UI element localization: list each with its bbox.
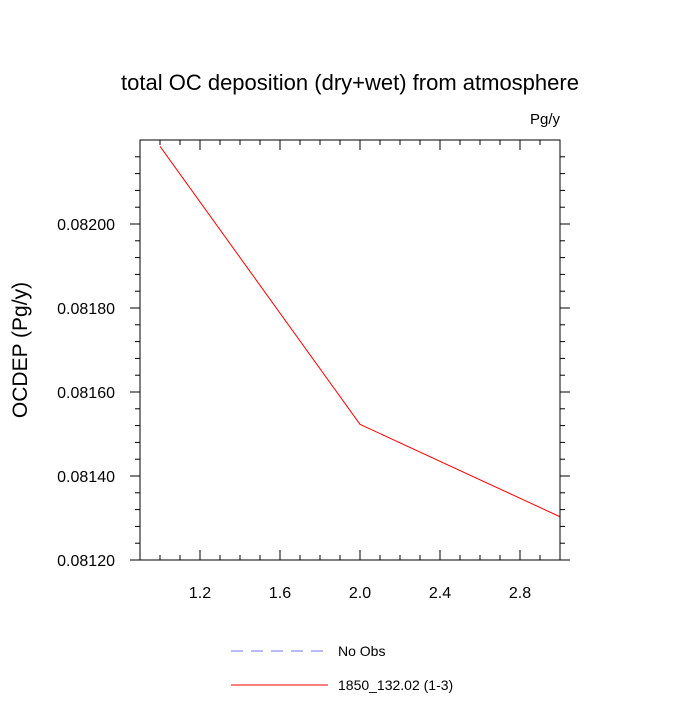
- legend-label-1: 1850_132.02 (1-3): [338, 677, 453, 693]
- legend-label-0: No Obs: [338, 643, 385, 659]
- y-tick-label: 0.08140: [57, 469, 115, 486]
- units-label: Pg/y: [530, 111, 561, 128]
- x-tick-label: 2.8: [509, 585, 531, 602]
- legend: No Obs 1850_132.02 (1-3): [231, 643, 453, 693]
- series-line-0: [159, 146, 561, 518]
- y-tick-label: 0.08160: [57, 385, 115, 402]
- y-tick-label: 0.08180: [57, 301, 115, 318]
- series-layer: [159, 146, 561, 518]
- y-axis-label: OCDEP (Pg/y): [9, 282, 32, 418]
- x-tick-label: 2.0: [349, 585, 371, 602]
- x-tick-label: 1.2: [189, 585, 211, 602]
- y-tick-label: 0.08200: [57, 217, 115, 234]
- y-tick-label: 0.08120: [57, 553, 115, 570]
- x-tick-label: 2.4: [429, 585, 451, 602]
- axis-ticks: 1.2 1.6 2.0 2.4 2.8 0.08120 0.08140 0.08160 0.08…: [57, 140, 570, 602]
- x-tick-label: 1.6: [269, 585, 291, 602]
- chart-title: total OC deposition (dry+wet) from atmos…: [121, 70, 579, 95]
- plot-frame: [139, 139, 561, 561]
